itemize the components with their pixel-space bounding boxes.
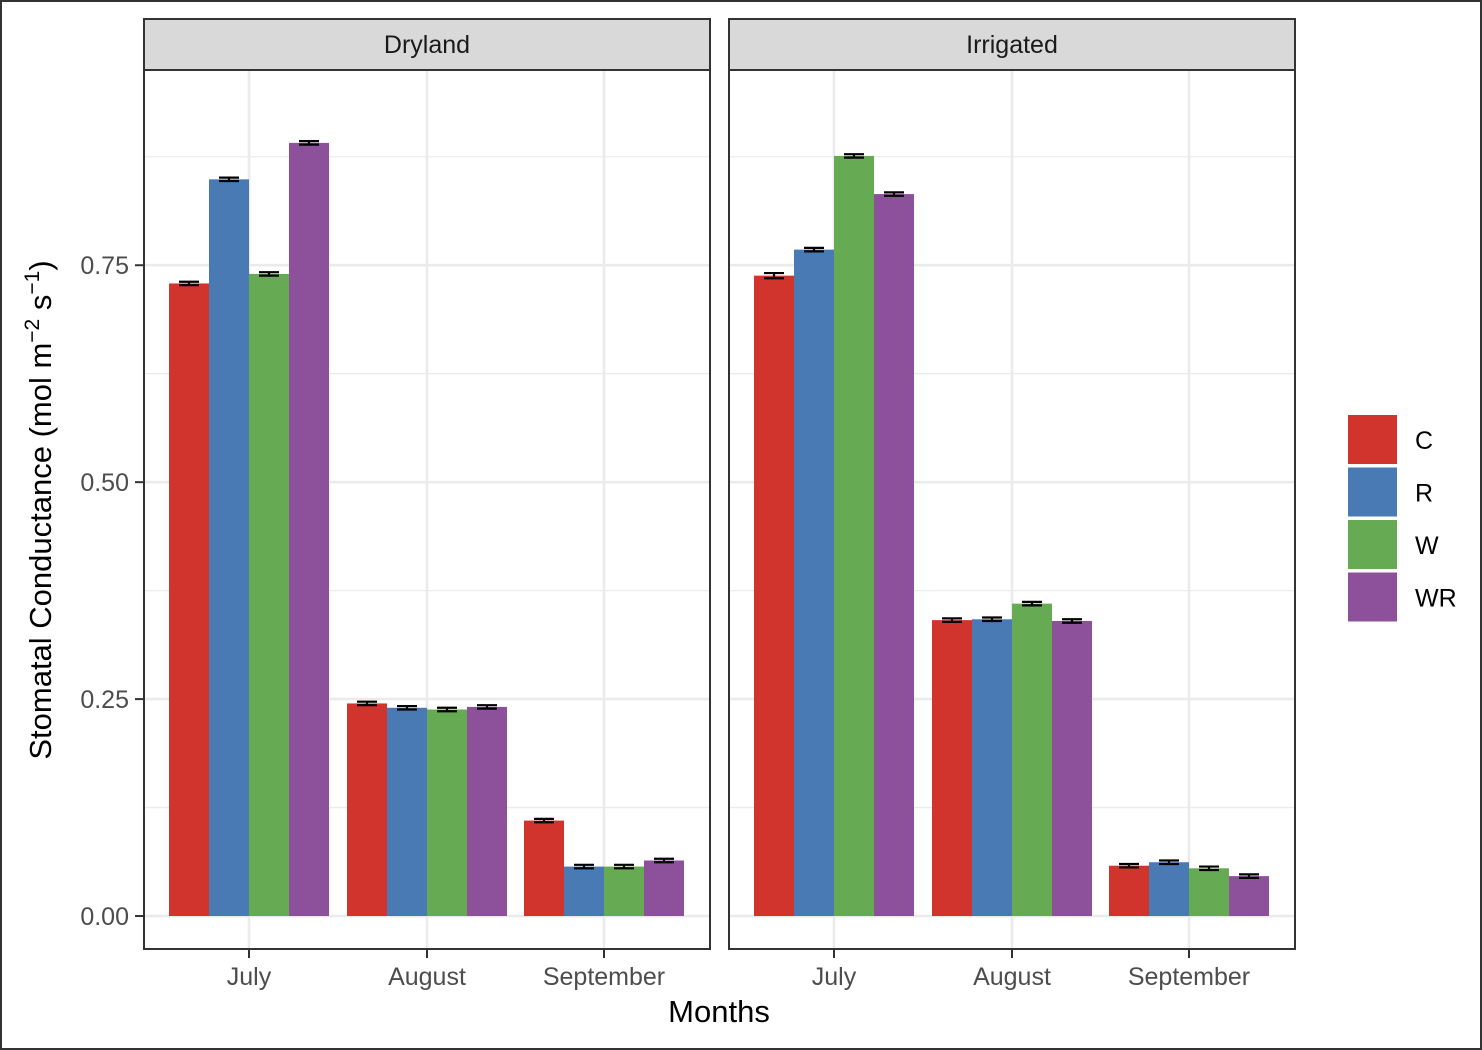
legend-label: WR xyxy=(1415,585,1457,613)
error-bar-w-july xyxy=(844,153,864,159)
bar-w-august xyxy=(427,709,467,917)
error-bar-w-september xyxy=(1199,865,1219,872)
bar-r-august xyxy=(972,619,1012,917)
facet-strip-label: Irrigated xyxy=(966,31,1058,59)
y-axis-title-sup1: −2 xyxy=(21,319,44,343)
bar-w-july xyxy=(834,155,874,917)
error-bar-r-august xyxy=(982,616,1002,623)
bar-r-august xyxy=(387,707,427,917)
error-bar-wr-july xyxy=(884,191,904,197)
facet-strip xyxy=(143,18,711,71)
error-bar-r-july xyxy=(219,176,239,183)
error-bar-r-august xyxy=(397,704,417,711)
legend-item-c: C xyxy=(1348,415,1433,464)
bar-c-august xyxy=(347,703,387,917)
bar-wr-september xyxy=(1229,876,1269,917)
error-bar-wr-august xyxy=(1062,618,1082,624)
bar-c-september xyxy=(524,820,564,917)
legend-item-w: W xyxy=(1348,520,1439,569)
bar-r-july xyxy=(794,249,834,917)
x-tick-label: September xyxy=(1128,963,1250,991)
y-axis-title-sup2: −1 xyxy=(21,271,44,295)
bar-w-july xyxy=(249,273,289,917)
bar-r-july xyxy=(209,179,249,917)
bar-wr-july xyxy=(874,194,914,917)
y-axis: 0.00 0.25 0.50 0.75 xyxy=(80,252,144,931)
facet-dryland: Dryland July August September xyxy=(143,18,711,991)
error-bar-w-august xyxy=(1022,600,1042,607)
y-axis-title-middle: s xyxy=(23,295,58,319)
error-bar-w-august xyxy=(437,706,457,713)
y-axis-title: Stomatal Conductance (mol m−2 s−1) xyxy=(21,260,58,759)
bar-c-september xyxy=(1109,865,1149,917)
facet-strip xyxy=(728,18,1296,71)
legend-key-swatch xyxy=(1348,572,1397,622)
error-bar-w-september xyxy=(614,863,634,870)
bar-wr-september xyxy=(644,860,684,917)
bar-w-august xyxy=(1012,603,1052,917)
bar-w-september xyxy=(1189,868,1229,917)
legend-item-r: R xyxy=(1348,467,1433,517)
error-bar-r-july xyxy=(804,246,824,253)
error-bar-c-august xyxy=(942,617,962,623)
legend-label: C xyxy=(1415,427,1433,455)
bar-r-september xyxy=(564,866,604,917)
error-bar-r-september xyxy=(1159,859,1179,866)
error-bar-c-august xyxy=(357,700,377,707)
error-bar-c-july xyxy=(764,271,784,280)
error-bar-c-september xyxy=(534,817,554,824)
legend-key-swatch xyxy=(1348,415,1397,464)
error-bar-wr-august xyxy=(477,704,497,710)
y-tick-label: 0.25 xyxy=(80,686,129,714)
error-bar-w-july xyxy=(259,271,279,277)
x-tick-label: July xyxy=(227,963,272,991)
legend-label: W xyxy=(1415,532,1439,560)
legend-key-swatch xyxy=(1348,520,1397,569)
y-axis-title-suffix: ) xyxy=(23,260,58,270)
x-tick-label: August xyxy=(973,963,1051,991)
error-bar-wr-july xyxy=(299,140,319,146)
facet-panels: Dryland July August September Irrigated July A… xyxy=(143,18,1296,991)
facet-strip-label: Dryland xyxy=(384,31,470,59)
error-bar-r-september xyxy=(574,863,594,870)
x-tick-label: August xyxy=(388,963,466,991)
bar-c-august xyxy=(932,620,972,917)
bar-w-september xyxy=(604,866,644,917)
error-bar-wr-september xyxy=(654,857,674,864)
x-tick-label: July xyxy=(812,963,857,991)
bar-c-july xyxy=(169,283,209,917)
bar-wr-august xyxy=(467,706,507,917)
error-bar-wr-september xyxy=(1239,873,1259,879)
legend: CRW WR xyxy=(1348,415,1457,622)
x-axis-title: Months xyxy=(668,994,770,1029)
facet-irrigated: Irrigated July August September xyxy=(728,18,1296,991)
error-bar-c-september xyxy=(1119,862,1139,869)
y-axis-title-prefix: Stomatal Conductance (mol m xyxy=(23,343,58,760)
bar-wr-july xyxy=(289,142,329,917)
x-tick-label: September xyxy=(543,963,665,991)
y-tick-label: 0.75 xyxy=(80,252,129,280)
y-tick-label: 0.00 xyxy=(80,903,129,931)
legend-label: R xyxy=(1415,480,1433,508)
legend-key-swatch xyxy=(1348,467,1397,517)
bar-wr-august xyxy=(1052,621,1092,917)
bar-r-september xyxy=(1149,862,1189,917)
y-tick-label: 0.50 xyxy=(80,469,129,497)
legend-item-wr: WR xyxy=(1348,572,1457,622)
bar-c-july xyxy=(754,275,794,917)
error-bar-c-july xyxy=(179,280,199,287)
